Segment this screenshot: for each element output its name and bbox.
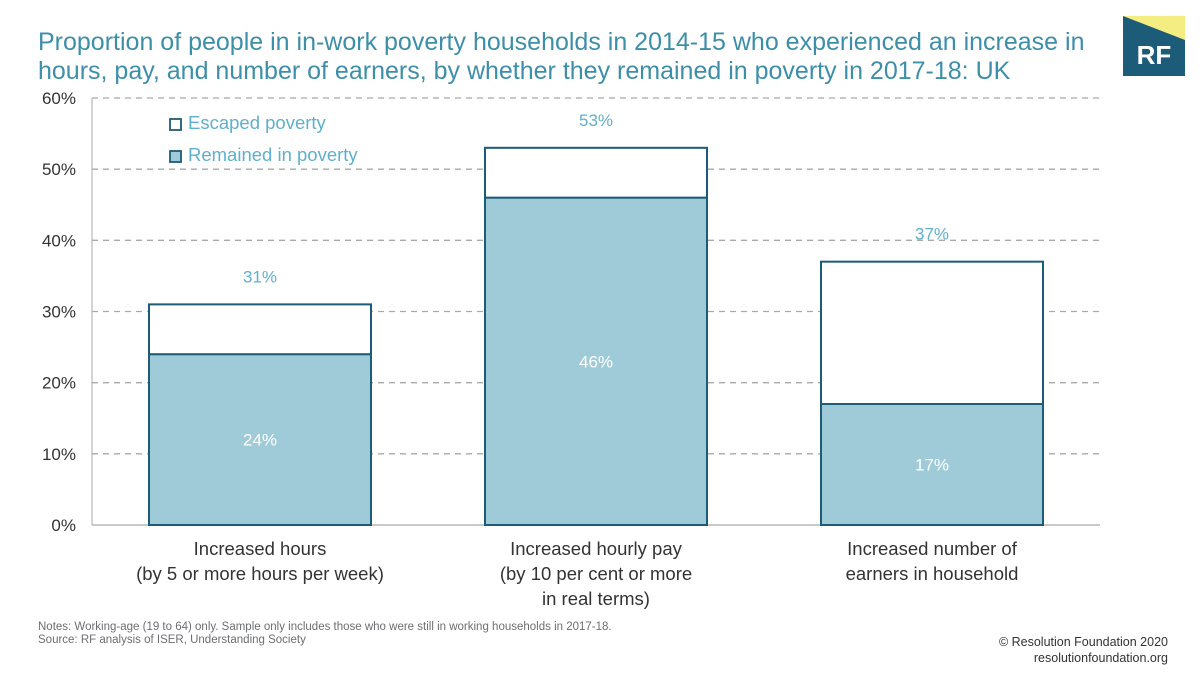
legend-swatch — [169, 150, 182, 163]
legend-label: Remained in poverty — [188, 144, 358, 165]
y-tick-label: 30% — [42, 303, 76, 322]
data-label-total: 31% — [243, 267, 277, 286]
data-label-remained: 17% — [915, 456, 949, 475]
x-category-label: earners in household — [846, 563, 1019, 584]
x-category-label: Increased hourly pay — [510, 538, 682, 559]
logo-yellow-triangle — [1123, 16, 1185, 40]
bar-escaped-poverty — [820, 260, 1044, 406]
bar-escaped-poverty — [148, 303, 372, 356]
x-category-label: in real terms) — [542, 588, 650, 609]
logo-text: RF — [1136, 40, 1172, 70]
x-category-label: (by 5 or more hours per week) — [136, 563, 384, 584]
y-tick-label: 50% — [42, 160, 76, 179]
x-category-label: Increased hours — [194, 538, 327, 559]
y-tick-label: 60% — [42, 89, 76, 108]
chart-title: Proportion of people in in-work poverty … — [38, 28, 1085, 85]
stacked-bar-chart: 0% 10% 20% 30% 40% 50% 60% 24% 31% Increased hour… — [42, 89, 1100, 609]
x-category-label: (by 10 per cent or more — [500, 563, 692, 584]
rf-logo: RF — [1123, 16, 1185, 76]
copyright: © Resolution Foundation 2020 — [998, 635, 1168, 649]
credit: © Resolution Foundation 2020 resolutionf… — [999, 634, 1168, 666]
x-category-label: Increased number of — [847, 538, 1018, 559]
data-label-total: 53% — [579, 111, 613, 130]
y-tick-label: 40% — [42, 231, 76, 250]
legend-swatch — [169, 118, 182, 131]
bar-remained-in-poverty — [148, 353, 372, 527]
y-tick-label: 20% — [42, 374, 76, 393]
bar-remained-in-poverty — [484, 196, 708, 526]
y-tick-label: 0% — [51, 516, 76, 535]
notes-line: Notes: Working-age (19 to 64) only. Samp… — [38, 621, 612, 633]
bar-escaped-poverty — [484, 146, 708, 199]
source-line: Source: RF analysis of ISER, Understandi… — [38, 634, 306, 646]
y-tick-label: 10% — [42, 445, 76, 464]
legend-label: Escaped poverty — [188, 112, 327, 133]
data-label-remained: 46% — [579, 352, 613, 371]
chart-notes: Notes: Working-age (19 to 64) only. Samp… — [38, 621, 612, 647]
website[interactable]: resolutionfoundation.org — [1033, 651, 1168, 665]
data-label-remained: 24% — [243, 431, 277, 450]
data-label-total: 37% — [915, 225, 949, 244]
